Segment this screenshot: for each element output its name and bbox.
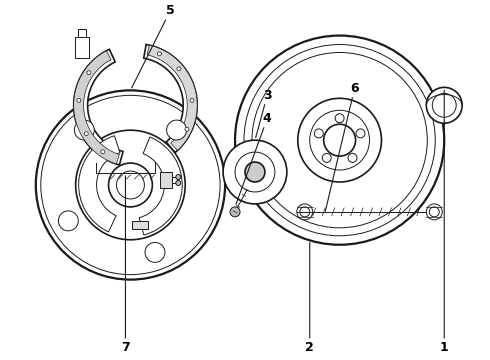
Bar bbox=[160, 172, 172, 188]
Polygon shape bbox=[147, 45, 197, 150]
Circle shape bbox=[230, 207, 240, 217]
Circle shape bbox=[432, 93, 456, 117]
Circle shape bbox=[314, 129, 323, 138]
Circle shape bbox=[429, 207, 439, 217]
Circle shape bbox=[298, 98, 382, 182]
Text: 6: 6 bbox=[325, 82, 359, 211]
Circle shape bbox=[356, 129, 365, 138]
Circle shape bbox=[190, 98, 194, 102]
Bar bbox=[132, 221, 148, 229]
Circle shape bbox=[145, 242, 165, 262]
Wedge shape bbox=[139, 137, 182, 235]
Polygon shape bbox=[144, 45, 197, 153]
Circle shape bbox=[75, 130, 185, 240]
Circle shape bbox=[176, 175, 181, 180]
Circle shape bbox=[348, 153, 357, 162]
Circle shape bbox=[84, 132, 88, 136]
Circle shape bbox=[223, 140, 287, 204]
Circle shape bbox=[74, 120, 94, 140]
Circle shape bbox=[108, 163, 152, 207]
Bar bbox=[77, 28, 86, 37]
Circle shape bbox=[117, 171, 145, 199]
Text: 5: 5 bbox=[132, 4, 174, 88]
Text: 7: 7 bbox=[121, 176, 130, 354]
Bar bbox=[74, 37, 89, 58]
Text: 1: 1 bbox=[440, 90, 449, 354]
Circle shape bbox=[245, 162, 265, 182]
Wedge shape bbox=[78, 136, 120, 232]
Circle shape bbox=[36, 90, 225, 280]
Polygon shape bbox=[74, 49, 123, 165]
Circle shape bbox=[87, 71, 91, 75]
Circle shape bbox=[167, 120, 187, 140]
Circle shape bbox=[235, 36, 444, 245]
Circle shape bbox=[335, 114, 344, 123]
Circle shape bbox=[58, 211, 78, 231]
Text: 4: 4 bbox=[236, 112, 271, 204]
Circle shape bbox=[101, 150, 105, 154]
Text: 2: 2 bbox=[305, 243, 314, 354]
Circle shape bbox=[157, 52, 161, 56]
Circle shape bbox=[185, 127, 189, 131]
Circle shape bbox=[300, 207, 310, 217]
Circle shape bbox=[297, 204, 313, 220]
Circle shape bbox=[235, 152, 275, 192]
Circle shape bbox=[324, 124, 356, 156]
Circle shape bbox=[177, 67, 181, 71]
Circle shape bbox=[426, 204, 442, 220]
Circle shape bbox=[322, 153, 331, 162]
Polygon shape bbox=[74, 51, 120, 164]
Circle shape bbox=[310, 110, 369, 170]
Circle shape bbox=[77, 98, 81, 102]
Circle shape bbox=[426, 87, 462, 123]
Circle shape bbox=[176, 180, 181, 185]
Text: 3: 3 bbox=[256, 89, 271, 138]
